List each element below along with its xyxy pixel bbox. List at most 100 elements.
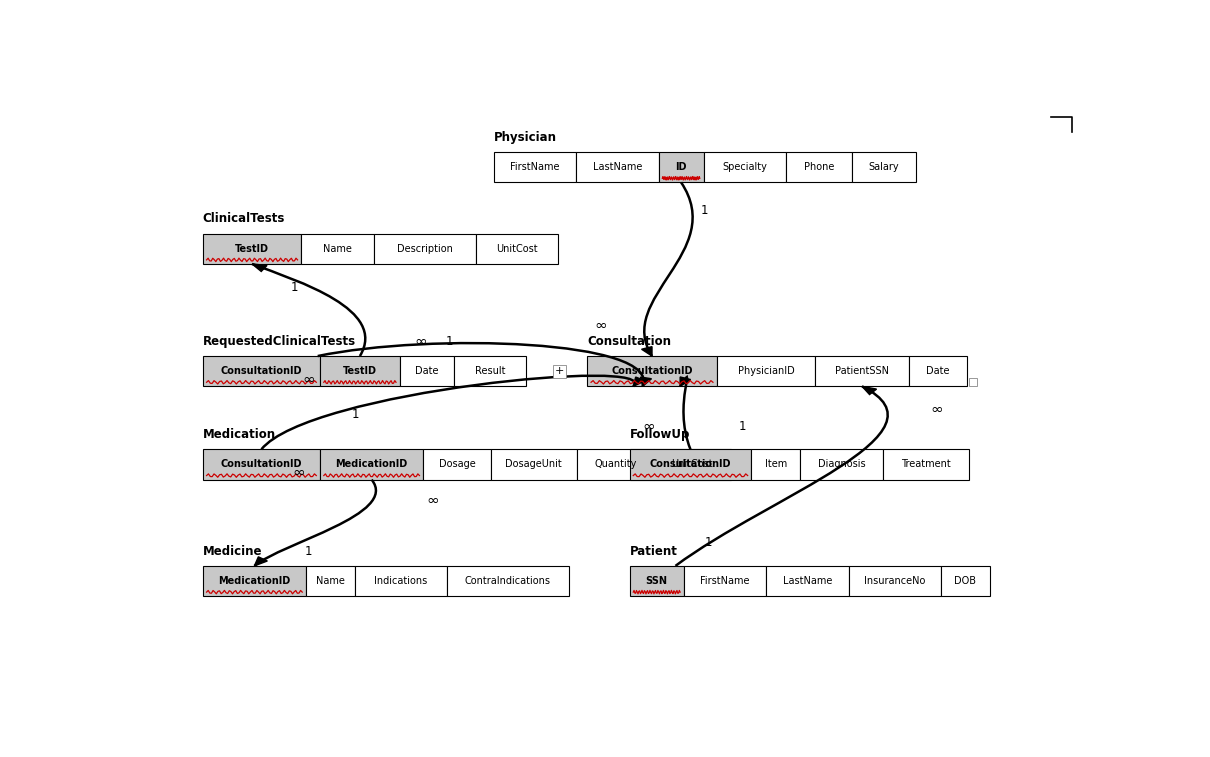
Text: TestID: TestID — [342, 366, 376, 376]
Text: Name: Name — [316, 576, 345, 586]
Bar — [629, 566, 684, 597]
Bar — [587, 356, 716, 386]
Text: DOB: DOB — [955, 576, 976, 586]
Bar — [766, 566, 849, 597]
Text: Name: Name — [323, 244, 352, 254]
Text: ContraIndications: ContraIndications — [465, 576, 551, 586]
Bar — [800, 450, 882, 480]
Polygon shape — [633, 377, 645, 386]
Text: Medication: Medication — [203, 428, 276, 441]
Text: ConsultationID: ConsultationID — [220, 459, 302, 469]
Text: Consultation: Consultation — [587, 335, 672, 348]
Text: 1: 1 — [351, 408, 359, 421]
Polygon shape — [862, 386, 876, 394]
Text: InsuranceNo: InsuranceNo — [864, 576, 926, 586]
Text: ∞: ∞ — [594, 318, 606, 333]
Text: 1: 1 — [305, 545, 312, 558]
Bar — [716, 356, 816, 386]
Text: ID: ID — [675, 162, 687, 172]
Bar — [301, 234, 374, 264]
Text: Result: Result — [476, 366, 506, 376]
Text: SSN: SSN — [646, 576, 668, 586]
Bar — [374, 234, 476, 264]
Text: Item: Item — [765, 459, 786, 469]
Bar — [703, 152, 787, 182]
Polygon shape — [680, 377, 691, 386]
Bar — [399, 356, 454, 386]
Text: ConsultationID: ConsultationID — [650, 459, 731, 469]
Text: UnitCost: UnitCost — [496, 244, 537, 254]
Text: 1: 1 — [290, 281, 298, 294]
Bar — [577, 450, 653, 480]
Bar — [476, 234, 558, 264]
Text: ConsultationID: ConsultationID — [220, 366, 302, 376]
Text: ∞: ∞ — [415, 334, 427, 349]
Bar — [629, 450, 751, 480]
Text: ∞: ∞ — [302, 372, 315, 387]
Text: Salary: Salary — [869, 162, 899, 172]
Bar — [454, 356, 526, 386]
Bar — [319, 450, 423, 480]
Text: Specialty: Specialty — [722, 162, 767, 172]
Text: Description: Description — [397, 244, 453, 254]
Text: PhysicianID: PhysicianID — [738, 366, 794, 376]
Text: Medicine: Medicine — [203, 545, 263, 558]
Bar — [849, 566, 941, 597]
Text: ∞: ∞ — [641, 419, 655, 434]
Text: FirstName: FirstName — [701, 576, 750, 586]
Text: Indications: Indications — [374, 576, 427, 586]
Bar — [941, 566, 990, 597]
Bar — [576, 152, 658, 182]
Bar — [751, 450, 800, 480]
Text: ∞: ∞ — [293, 465, 305, 480]
Text: ConsultationID: ConsultationID — [611, 366, 693, 376]
Bar — [446, 566, 569, 597]
Bar — [816, 356, 909, 386]
Text: LastName: LastName — [783, 576, 832, 586]
Text: +: + — [554, 366, 564, 376]
Text: ClinicalTests: ClinicalTests — [203, 213, 286, 226]
Polygon shape — [640, 377, 651, 386]
Text: UnitCost: UnitCost — [672, 459, 713, 469]
Text: ∞: ∞ — [930, 402, 944, 417]
Bar — [306, 566, 355, 597]
Text: Treatment: Treatment — [901, 459, 951, 469]
Bar — [203, 234, 301, 264]
Text: Patient: Patient — [629, 545, 678, 558]
Bar — [653, 450, 731, 480]
Bar — [909, 356, 967, 386]
Bar — [684, 566, 766, 597]
Text: FirstName: FirstName — [511, 162, 559, 172]
Polygon shape — [252, 264, 267, 272]
Text: MedicationID: MedicationID — [335, 459, 408, 469]
Bar — [355, 566, 446, 597]
Bar — [319, 356, 399, 386]
Text: DosageUnit: DosageUnit — [506, 459, 563, 469]
Text: LastName: LastName — [593, 162, 643, 172]
Bar — [424, 450, 491, 480]
Text: Date: Date — [927, 366, 950, 376]
Text: ∞: ∞ — [426, 493, 439, 507]
Text: 1: 1 — [445, 335, 453, 348]
Text: 1: 1 — [704, 536, 711, 549]
Text: Date: Date — [415, 366, 439, 376]
Bar — [786, 152, 852, 182]
Text: PatientSSN: PatientSSN — [835, 366, 889, 376]
Text: FollowUp: FollowUp — [629, 428, 690, 441]
Bar — [203, 566, 306, 597]
Bar — [969, 378, 978, 386]
Polygon shape — [254, 557, 267, 566]
Text: Dosage: Dosage — [438, 459, 476, 469]
Bar — [491, 450, 577, 480]
Text: Diagnosis: Diagnosis — [818, 459, 865, 469]
Text: 1: 1 — [738, 419, 745, 432]
Text: RequestedClinicalTests: RequestedClinicalTests — [203, 335, 356, 348]
Text: TestID: TestID — [235, 244, 269, 254]
Text: 1: 1 — [701, 204, 708, 217]
Text: MedicationID: MedicationID — [218, 576, 290, 586]
Bar — [203, 356, 319, 386]
Bar — [883, 450, 969, 480]
Bar — [658, 152, 703, 182]
Polygon shape — [641, 347, 652, 356]
Bar — [852, 152, 916, 182]
